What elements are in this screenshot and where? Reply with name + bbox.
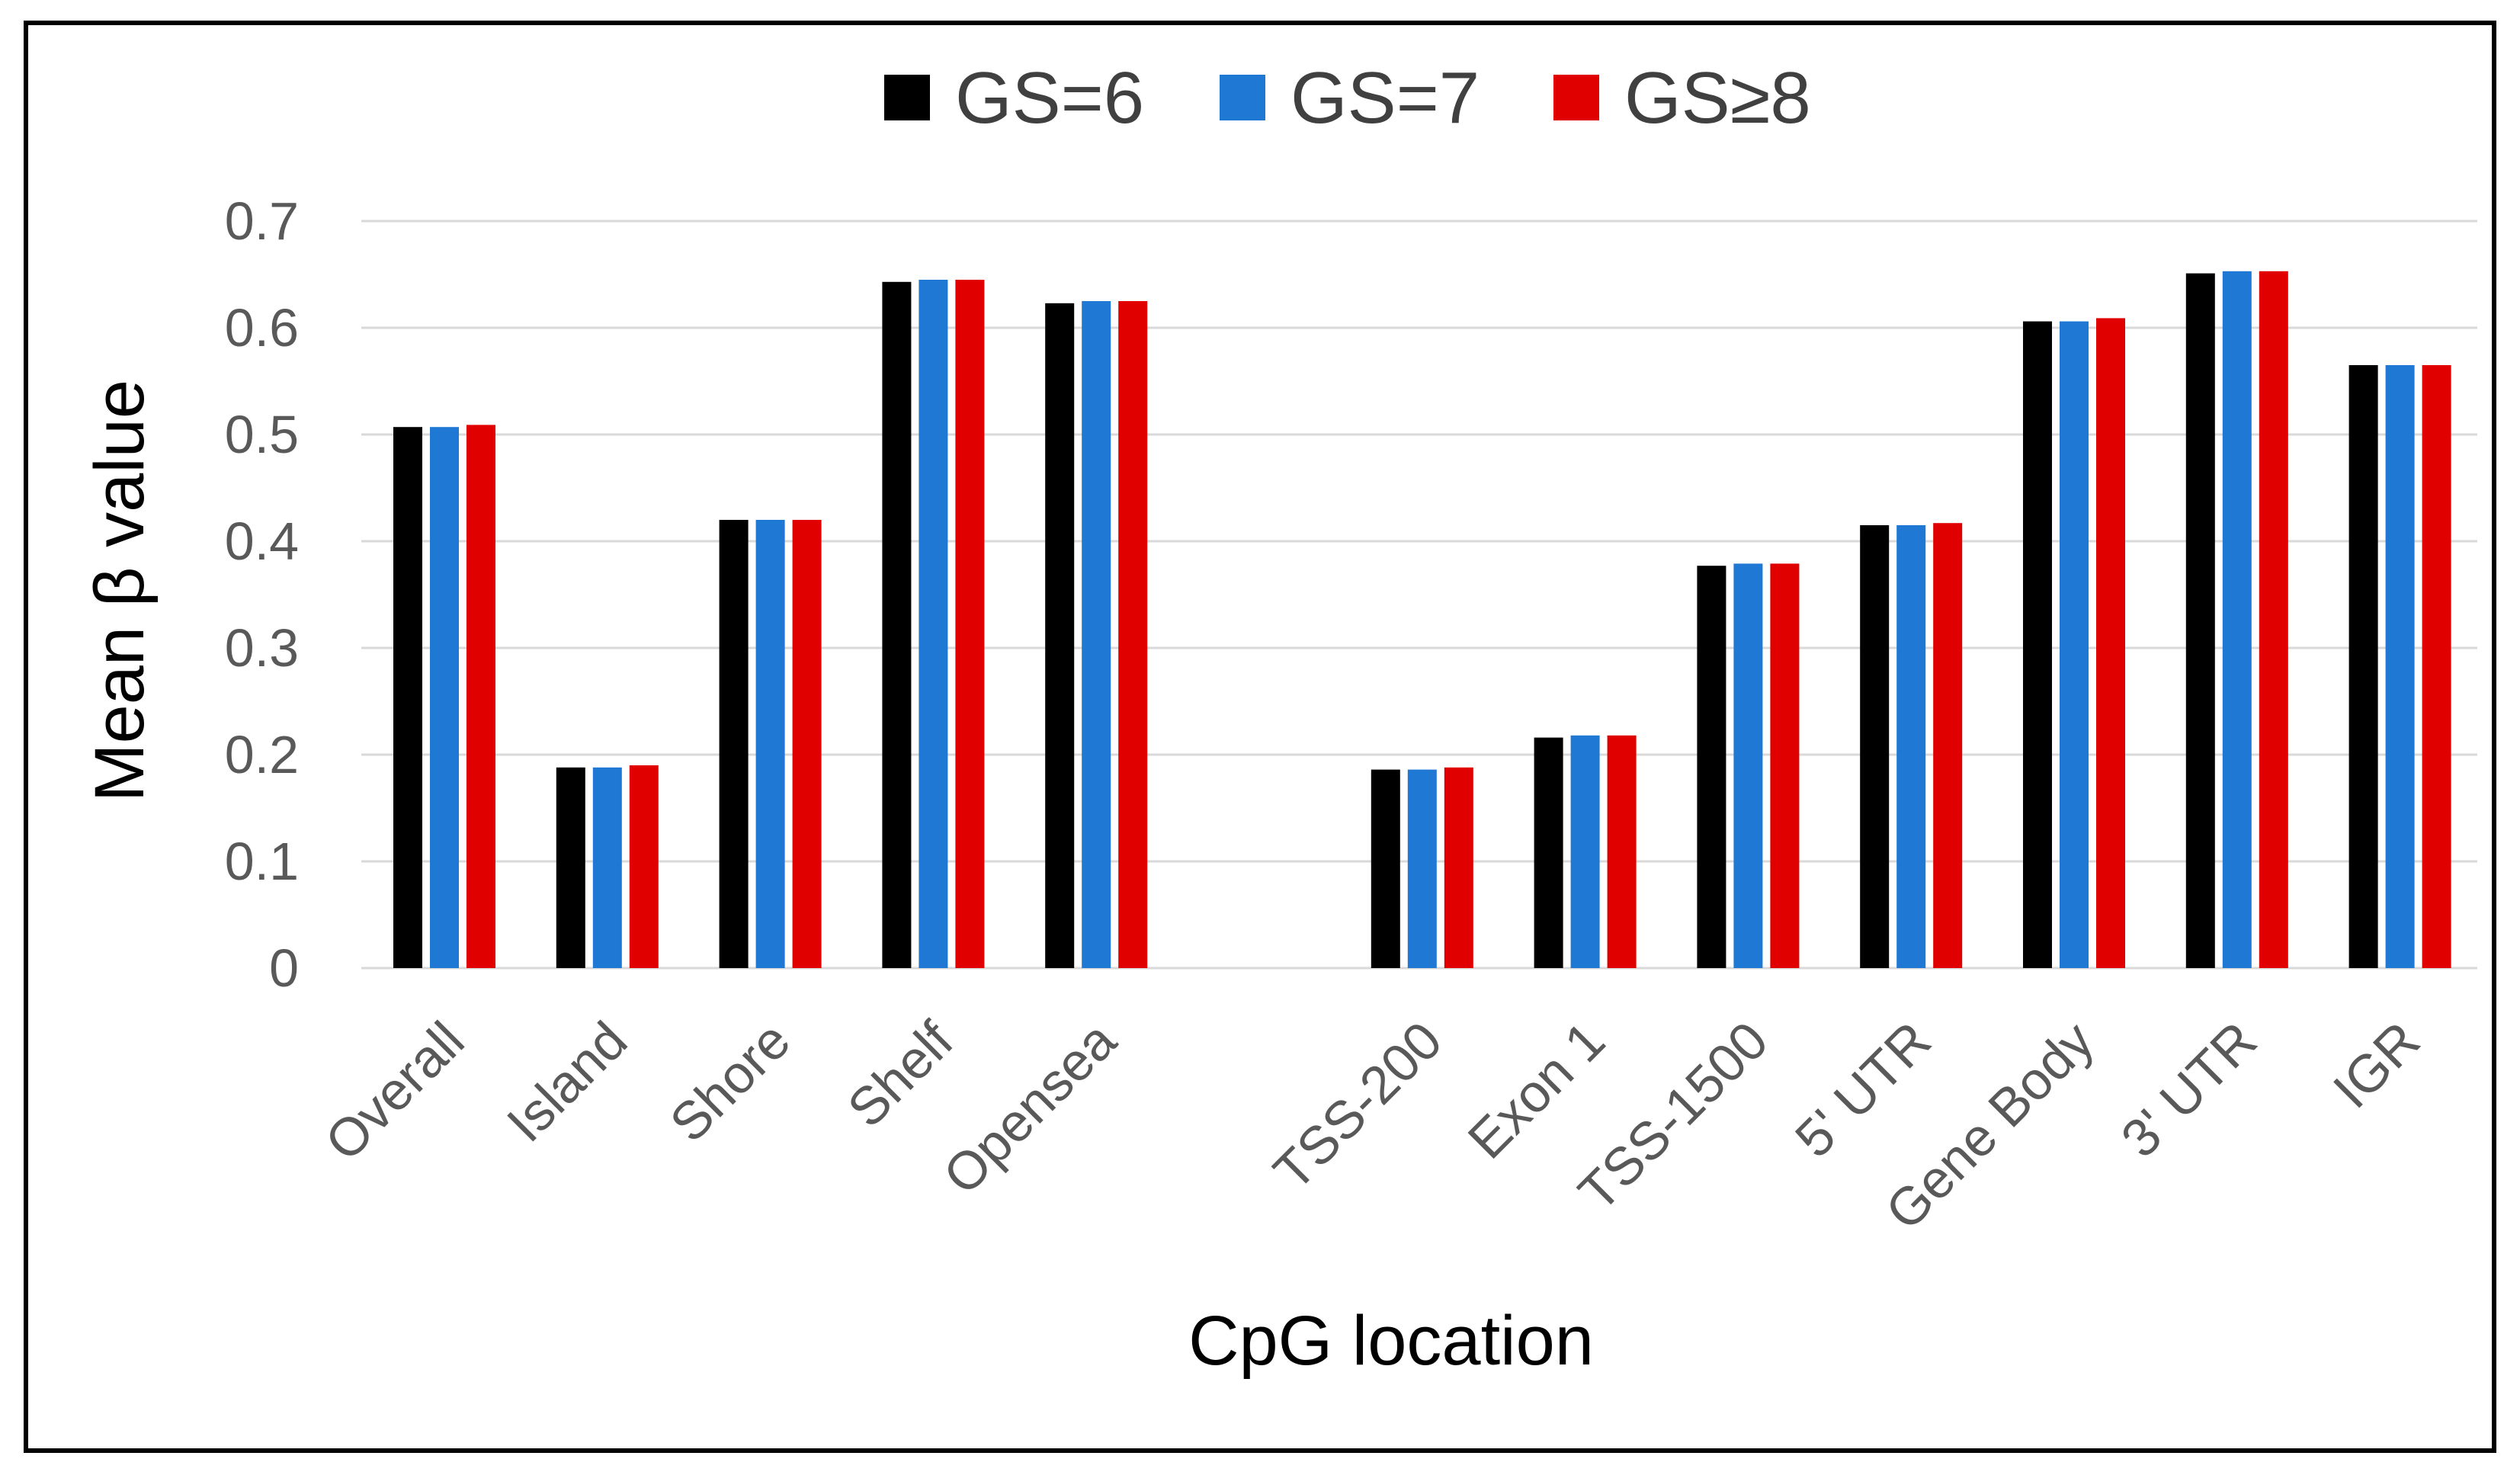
bar <box>2348 365 2378 968</box>
y-tick-label: 0.7 <box>225 191 299 251</box>
y-tick-label: 0.4 <box>225 511 299 571</box>
bar <box>882 281 912 968</box>
legend-swatch <box>884 75 930 120</box>
legend-label: GS=6 <box>955 57 1144 139</box>
bar <box>755 520 785 968</box>
bar <box>2222 271 2252 968</box>
bars-layer <box>393 271 2451 969</box>
y-tick-label: 0 <box>269 938 299 998</box>
bar <box>556 767 585 968</box>
bar <box>1371 769 1400 968</box>
y-axis-ticks: 0 0.1 0.2 0.3 0.4 0.5 0.6 0.7 <box>225 191 299 998</box>
x-axis-title: CpG location <box>1188 1302 1594 1380</box>
bar <box>1607 735 1637 968</box>
y-tick-label: 0.3 <box>225 618 299 678</box>
bar <box>792 520 822 968</box>
bar <box>2422 365 2451 968</box>
bar <box>1407 769 1437 968</box>
bar <box>719 520 749 968</box>
y-tick-label: 0.2 <box>225 725 299 784</box>
bar <box>2259 271 2288 968</box>
bar <box>2060 321 2089 969</box>
y-axis-title: Mean β value <box>81 380 159 802</box>
legend-label: GS≥8 <box>1624 57 1811 139</box>
bar <box>1118 301 1148 968</box>
bar <box>1770 563 1800 968</box>
bar <box>393 427 422 968</box>
bar <box>919 280 948 968</box>
legend-swatch <box>1220 75 1265 120</box>
bar <box>1697 566 1726 968</box>
bar <box>430 427 459 968</box>
bar <box>2023 321 2052 969</box>
bar <box>466 425 495 968</box>
bar <box>1444 767 1473 968</box>
bar <box>1045 303 1075 968</box>
bar <box>955 280 985 968</box>
bar <box>2096 318 2125 968</box>
legend-label: GS=7 <box>1290 57 1480 139</box>
legend: GS=6 GS=7 GS≥8 <box>884 57 1811 139</box>
bar <box>1933 523 1963 968</box>
bar <box>2385 365 2415 968</box>
bar <box>629 765 659 968</box>
bar <box>1570 735 1600 968</box>
y-tick-label: 0.6 <box>225 298 299 358</box>
y-tick-label: 0.5 <box>225 405 299 464</box>
legend-swatch <box>1553 75 1599 120</box>
bar <box>1082 301 1111 968</box>
bar <box>1534 737 1563 968</box>
bar <box>1896 525 1926 968</box>
y-tick-label: 0.1 <box>225 832 299 891</box>
bar <box>2185 273 2215 969</box>
bar <box>1860 525 1890 968</box>
bar <box>1733 563 1763 968</box>
bar <box>592 767 622 968</box>
